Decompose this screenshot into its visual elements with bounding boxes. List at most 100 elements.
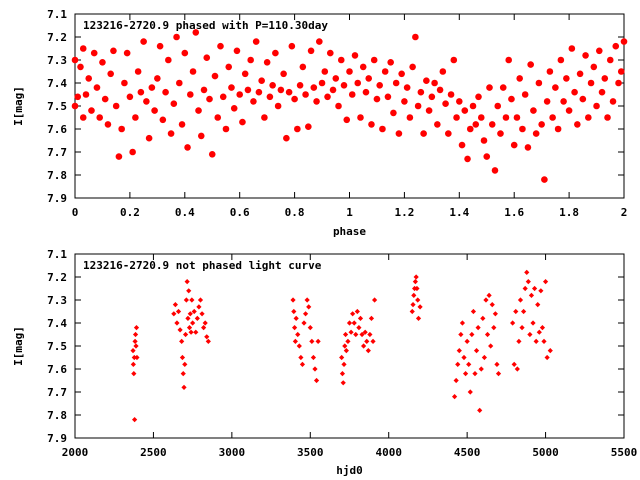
- data-point: [412, 279, 418, 285]
- data-point: [376, 82, 383, 89]
- data-point: [359, 63, 367, 71]
- data-point: [195, 107, 202, 114]
- plot-frame: [74, 253, 625, 439]
- data-point: [510, 320, 516, 326]
- data-point: [359, 331, 365, 338]
- data-point: [96, 114, 104, 121]
- data-point: [85, 75, 93, 82]
- data-point: [290, 297, 296, 303]
- data-point: [345, 338, 351, 344]
- data-point: [99, 59, 106, 66]
- data-point: [340, 82, 348, 89]
- data-point: [236, 91, 243, 98]
- data-point: [115, 153, 123, 160]
- data-point: [277, 86, 285, 94]
- data-point: [450, 56, 458, 64]
- y-tick-label: 7.4: [47, 317, 67, 330]
- data-point: [165, 56, 172, 64]
- data-point: [79, 45, 87, 52]
- data-point: [353, 331, 359, 338]
- data-point: [480, 137, 488, 144]
- data-point: [292, 325, 298, 331]
- data-point: [274, 102, 282, 110]
- data-point: [296, 343, 302, 349]
- data-point: [107, 70, 114, 78]
- data-point: [536, 329, 542, 335]
- data-point: [521, 91, 529, 98]
- data-point: [337, 56, 345, 64]
- data-point: [301, 320, 307, 326]
- data-point: [547, 348, 553, 354]
- x-axis-label: hjd0: [336, 464, 363, 477]
- data-point: [370, 56, 378, 64]
- data-point: [266, 93, 274, 101]
- data-point: [615, 79, 622, 87]
- y-tick-label: 7.3: [47, 54, 67, 67]
- data-point: [71, 56, 79, 64]
- y-tick-label: 7.8: [47, 169, 67, 182]
- data-point: [525, 279, 531, 285]
- data-point: [219, 93, 227, 101]
- data-point: [199, 311, 205, 317]
- data-point: [516, 75, 523, 82]
- data-point: [189, 68, 197, 75]
- data-point: [200, 86, 208, 94]
- data-point: [316, 38, 323, 45]
- data-point: [522, 285, 528, 292]
- data-point: [196, 304, 202, 310]
- data-point: [535, 302, 541, 308]
- data-point: [579, 95, 587, 103]
- data-point: [560, 98, 567, 105]
- data-point: [313, 377, 320, 384]
- data-point: [343, 116, 351, 124]
- data-point: [517, 297, 524, 303]
- data-point: [204, 334, 210, 340]
- data-point: [502, 114, 510, 121]
- data-point: [406, 114, 414, 121]
- data-point: [342, 343, 348, 349]
- data-point: [313, 98, 320, 105]
- data-point: [541, 176, 548, 183]
- data-point: [401, 98, 408, 105]
- data-point: [233, 47, 241, 55]
- data-point: [203, 54, 211, 61]
- data-point: [417, 88, 425, 96]
- data-point: [143, 98, 150, 105]
- data-point: [162, 88, 169, 96]
- y-tick-label: 7.9: [47, 432, 67, 445]
- data-point: [462, 371, 469, 377]
- data-point: [261, 114, 268, 121]
- data-point: [612, 42, 620, 50]
- data-point: [620, 38, 628, 45]
- data-point: [176, 79, 183, 87]
- data-point: [307, 47, 315, 55]
- data-point: [595, 47, 603, 55]
- data-point: [568, 45, 576, 52]
- data-point: [464, 338, 470, 344]
- data-point: [140, 38, 147, 45]
- data-point: [180, 371, 186, 377]
- data-point: [186, 325, 193, 331]
- data-point: [499, 84, 507, 91]
- data-point: [354, 308, 360, 315]
- data-point: [130, 348, 136, 354]
- data-point: [296, 82, 304, 89]
- y-axis-label: I[mag]: [12, 86, 25, 126]
- data-point: [351, 320, 357, 326]
- data-point: [339, 354, 345, 361]
- data-point: [187, 311, 193, 317]
- data-point: [494, 361, 500, 367]
- x-tick-label: 1.4: [449, 206, 469, 219]
- data-point: [193, 329, 199, 335]
- data-point: [514, 366, 520, 372]
- data-point: [348, 329, 354, 335]
- data-point: [184, 144, 191, 151]
- data-point: [280, 70, 287, 78]
- data-point: [459, 320, 466, 326]
- data-point: [174, 320, 180, 326]
- data-point: [478, 366, 484, 372]
- data-point: [361, 343, 367, 349]
- data-point: [329, 86, 337, 94]
- data-point: [473, 348, 480, 354]
- data-point: [171, 311, 177, 317]
